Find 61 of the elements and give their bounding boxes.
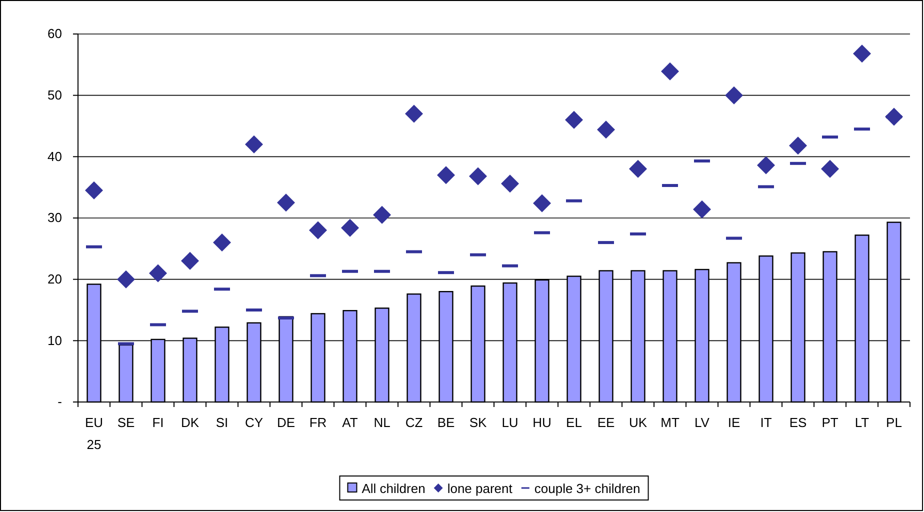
x-tick-label: FI xyxy=(152,415,164,430)
x-tick-label: IT xyxy=(760,415,772,430)
point xyxy=(437,166,455,184)
x-tick-label: LU xyxy=(502,415,518,430)
point xyxy=(213,234,231,252)
y-tick-label: 50 xyxy=(48,87,62,102)
point xyxy=(757,156,775,174)
x-tick-label: SI xyxy=(216,415,228,430)
point xyxy=(725,86,743,104)
point xyxy=(85,181,103,200)
x-tick-label: HU xyxy=(532,415,552,430)
point xyxy=(181,252,199,270)
point xyxy=(629,160,647,178)
point xyxy=(661,62,679,80)
x-tick-label: EE xyxy=(597,415,615,430)
x-tick-label: FR xyxy=(309,415,327,430)
y-tick-label: 10 xyxy=(48,332,62,348)
x-tick-label: BE xyxy=(437,415,455,430)
y-tick-label: 30 xyxy=(48,210,62,226)
x-tick-label: IE xyxy=(728,415,740,430)
x-tick-label: PT xyxy=(822,415,838,430)
point xyxy=(501,174,519,193)
point xyxy=(789,136,807,155)
point xyxy=(469,167,487,186)
point xyxy=(373,206,391,224)
y-tick-label: 20 xyxy=(48,271,62,286)
x-tick-label: SK xyxy=(469,415,487,430)
point xyxy=(821,160,839,178)
point xyxy=(117,270,135,288)
point xyxy=(693,200,711,218)
x-tick-label: PL xyxy=(886,415,902,430)
x-tick-label: CZ xyxy=(405,415,423,430)
point xyxy=(597,120,615,139)
point xyxy=(405,104,423,123)
x-tick-label: DE xyxy=(276,415,296,430)
y-tick-label: 40 xyxy=(48,148,62,164)
point xyxy=(277,194,295,212)
y-tick-label: 60 xyxy=(48,26,62,42)
legend-label: couple 3+ children xyxy=(534,481,640,496)
x-tick-label: DK xyxy=(180,415,200,430)
x-tick-label: MT xyxy=(660,415,680,430)
point xyxy=(565,110,583,129)
x-tick-label: LV xyxy=(694,415,710,430)
x-tick-label: CY xyxy=(244,415,264,430)
point xyxy=(149,264,167,282)
x-tick-label: UK xyxy=(628,415,648,430)
point xyxy=(245,135,263,154)
x-tick-label: EL xyxy=(566,415,582,430)
point xyxy=(533,194,551,212)
x-tick-label: NL xyxy=(374,415,390,430)
x-tick-label: LT xyxy=(854,415,870,430)
point xyxy=(309,221,327,240)
x-tick-label: AT xyxy=(342,415,358,430)
legend-label: All children xyxy=(362,481,426,496)
point xyxy=(341,218,359,237)
point xyxy=(853,44,871,63)
x-tick-label: SE xyxy=(117,415,135,430)
x-tick-label: ES xyxy=(789,415,807,430)
x-tick-label: EU 25 xyxy=(84,415,104,452)
legend-label: lone parent xyxy=(447,481,513,496)
y-tick-label: - xyxy=(58,394,62,410)
